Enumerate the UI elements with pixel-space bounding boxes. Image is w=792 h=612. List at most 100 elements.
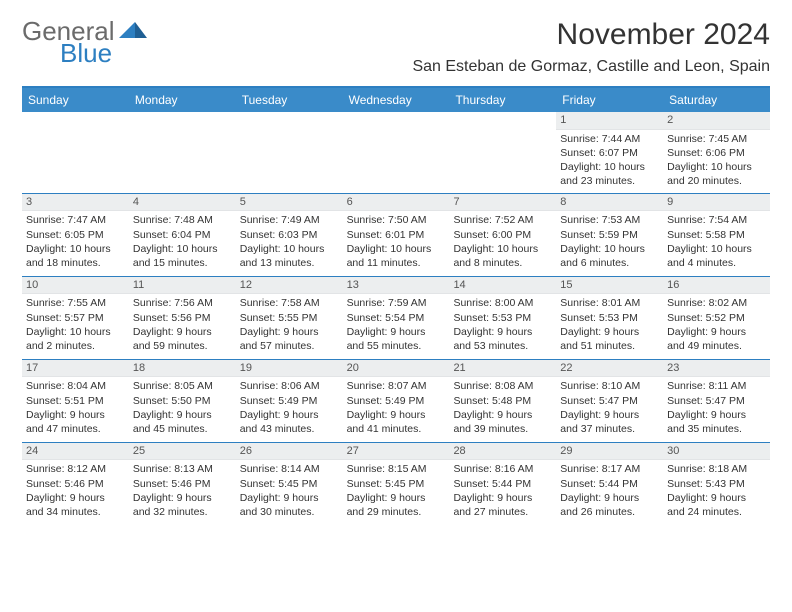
day-number: 24 [22, 443, 129, 461]
sunset-text: Sunset: 5:55 PM [240, 311, 339, 325]
calendar-day: 25Sunrise: 8:13 AMSunset: 5:46 PMDayligh… [129, 443, 236, 525]
sunset-text: Sunset: 5:45 PM [347, 477, 446, 491]
day-number: 28 [449, 443, 556, 461]
sunrise-text: Sunrise: 7:56 AM [133, 296, 232, 310]
day-number: 25 [129, 443, 236, 461]
day-number: 13 [343, 277, 450, 295]
daylight-text: Daylight: 10 hours and 20 minutes. [667, 160, 766, 188]
day-details: Sunrise: 8:12 AMSunset: 5:46 PMDaylight:… [22, 460, 129, 523]
day-number: 23 [663, 360, 770, 378]
sunrise-text: Sunrise: 8:05 AM [133, 379, 232, 393]
daylight-text: Daylight: 10 hours and 15 minutes. [133, 242, 232, 270]
day-number: 10 [22, 277, 129, 295]
sunset-text: Sunset: 5:47 PM [667, 394, 766, 408]
weekday-header: Thursday [449, 88, 556, 112]
day-number: 16 [663, 277, 770, 295]
weekday-header-row: SundayMondayTuesdayWednesdayThursdayFrid… [22, 88, 770, 112]
sunset-text: Sunset: 5:46 PM [26, 477, 125, 491]
calendar-day: 3Sunrise: 7:47 AMSunset: 6:05 PMDaylight… [22, 194, 129, 276]
day-details [22, 129, 129, 135]
daylight-text: Daylight: 9 hours and 57 minutes. [240, 325, 339, 353]
calendar-day-empty [343, 112, 450, 193]
day-details: Sunrise: 7:48 AMSunset: 6:04 PMDaylight:… [129, 211, 236, 274]
calendar-day: 28Sunrise: 8:16 AMSunset: 5:44 PMDayligh… [449, 443, 556, 525]
calendar-week: 17Sunrise: 8:04 AMSunset: 5:51 PMDayligh… [22, 360, 770, 443]
sunset-text: Sunset: 5:48 PM [453, 394, 552, 408]
day-number: 8 [556, 194, 663, 212]
day-details: Sunrise: 8:17 AMSunset: 5:44 PMDaylight:… [556, 460, 663, 523]
title-block: November 2024 San Esteban de Gormaz, Cas… [412, 18, 770, 76]
daylight-text: Daylight: 10 hours and 8 minutes. [453, 242, 552, 270]
daylight-text: Daylight: 9 hours and 30 minutes. [240, 491, 339, 519]
weekday-header: Wednesday [343, 88, 450, 112]
daylight-text: Daylight: 10 hours and 18 minutes. [26, 242, 125, 270]
calendar-day: 10Sunrise: 7:55 AMSunset: 5:57 PMDayligh… [22, 277, 129, 359]
daylight-text: Daylight: 10 hours and 11 minutes. [347, 242, 446, 270]
day-number: 1 [556, 112, 663, 130]
sunset-text: Sunset: 6:07 PM [560, 146, 659, 160]
sunset-text: Sunset: 6:05 PM [26, 228, 125, 242]
sunrise-text: Sunrise: 8:14 AM [240, 462, 339, 476]
day-details: Sunrise: 8:05 AMSunset: 5:50 PMDaylight:… [129, 377, 236, 440]
brand-logo: General Blue [22, 18, 149, 66]
day-details: Sunrise: 7:49 AMSunset: 6:03 PMDaylight:… [236, 211, 343, 274]
calendar-day: 16Sunrise: 8:02 AMSunset: 5:52 PMDayligh… [663, 277, 770, 359]
calendar-day: 14Sunrise: 8:00 AMSunset: 5:53 PMDayligh… [449, 277, 556, 359]
day-number [129, 112, 236, 129]
calendar-day: 12Sunrise: 7:58 AMSunset: 5:55 PMDayligh… [236, 277, 343, 359]
calendar-day: 27Sunrise: 8:15 AMSunset: 5:45 PMDayligh… [343, 443, 450, 525]
day-details [343, 129, 450, 135]
day-details: Sunrise: 8:02 AMSunset: 5:52 PMDaylight:… [663, 294, 770, 357]
calendar-day: 17Sunrise: 8:04 AMSunset: 5:51 PMDayligh… [22, 360, 129, 442]
daylight-text: Daylight: 9 hours and 41 minutes. [347, 408, 446, 436]
sunset-text: Sunset: 5:44 PM [453, 477, 552, 491]
sunrise-text: Sunrise: 8:15 AM [347, 462, 446, 476]
day-number: 3 [22, 194, 129, 212]
calendar-day-empty [129, 112, 236, 193]
daylight-text: Daylight: 9 hours and 35 minutes. [667, 408, 766, 436]
sunset-text: Sunset: 5:52 PM [667, 311, 766, 325]
day-details: Sunrise: 7:53 AMSunset: 5:59 PMDaylight:… [556, 211, 663, 274]
sunset-text: Sunset: 5:54 PM [347, 311, 446, 325]
day-details: Sunrise: 8:14 AMSunset: 5:45 PMDaylight:… [236, 460, 343, 523]
day-number: 12 [236, 277, 343, 295]
daylight-text: Daylight: 10 hours and 6 minutes. [560, 242, 659, 270]
day-number: 15 [556, 277, 663, 295]
calendar-day: 5Sunrise: 7:49 AMSunset: 6:03 PMDaylight… [236, 194, 343, 276]
sunrise-text: Sunrise: 7:53 AM [560, 213, 659, 227]
daylight-text: Daylight: 9 hours and 59 minutes. [133, 325, 232, 353]
weekday-header: Tuesday [236, 88, 343, 112]
sunrise-text: Sunrise: 7:47 AM [26, 213, 125, 227]
day-number: 4 [129, 194, 236, 212]
day-number: 20 [343, 360, 450, 378]
calendar-day: 29Sunrise: 8:17 AMSunset: 5:44 PMDayligh… [556, 443, 663, 525]
day-number [236, 112, 343, 129]
daylight-text: Daylight: 9 hours and 27 minutes. [453, 491, 552, 519]
day-number [449, 112, 556, 129]
day-details: Sunrise: 8:10 AMSunset: 5:47 PMDaylight:… [556, 377, 663, 440]
daylight-text: Daylight: 9 hours and 24 minutes. [667, 491, 766, 519]
day-number: 14 [449, 277, 556, 295]
day-details: Sunrise: 7:44 AMSunset: 6:07 PMDaylight:… [556, 130, 663, 193]
day-details: Sunrise: 8:08 AMSunset: 5:48 PMDaylight:… [449, 377, 556, 440]
daylight-text: Daylight: 9 hours and 47 minutes. [26, 408, 125, 436]
sunset-text: Sunset: 5:43 PM [667, 477, 766, 491]
daylight-text: Daylight: 9 hours and 29 minutes. [347, 491, 446, 519]
calendar-day: 8Sunrise: 7:53 AMSunset: 5:59 PMDaylight… [556, 194, 663, 276]
calendar-day: 21Sunrise: 8:08 AMSunset: 5:48 PMDayligh… [449, 360, 556, 442]
sunrise-text: Sunrise: 8:00 AM [453, 296, 552, 310]
calendar-day: 26Sunrise: 8:14 AMSunset: 5:45 PMDayligh… [236, 443, 343, 525]
day-details: Sunrise: 7:52 AMSunset: 6:00 PMDaylight:… [449, 211, 556, 274]
day-details: Sunrise: 7:59 AMSunset: 5:54 PMDaylight:… [343, 294, 450, 357]
calendar-day-empty [449, 112, 556, 193]
daylight-text: Daylight: 9 hours and 32 minutes. [133, 491, 232, 519]
day-number: 18 [129, 360, 236, 378]
day-details [449, 129, 556, 135]
sunset-text: Sunset: 6:00 PM [453, 228, 552, 242]
day-number: 26 [236, 443, 343, 461]
daylight-text: Daylight: 10 hours and 23 minutes. [560, 160, 659, 188]
calendar-day: 24Sunrise: 8:12 AMSunset: 5:46 PMDayligh… [22, 443, 129, 525]
sunrise-text: Sunrise: 7:48 AM [133, 213, 232, 227]
day-number: 19 [236, 360, 343, 378]
logo-triangle-icon [119, 18, 149, 44]
